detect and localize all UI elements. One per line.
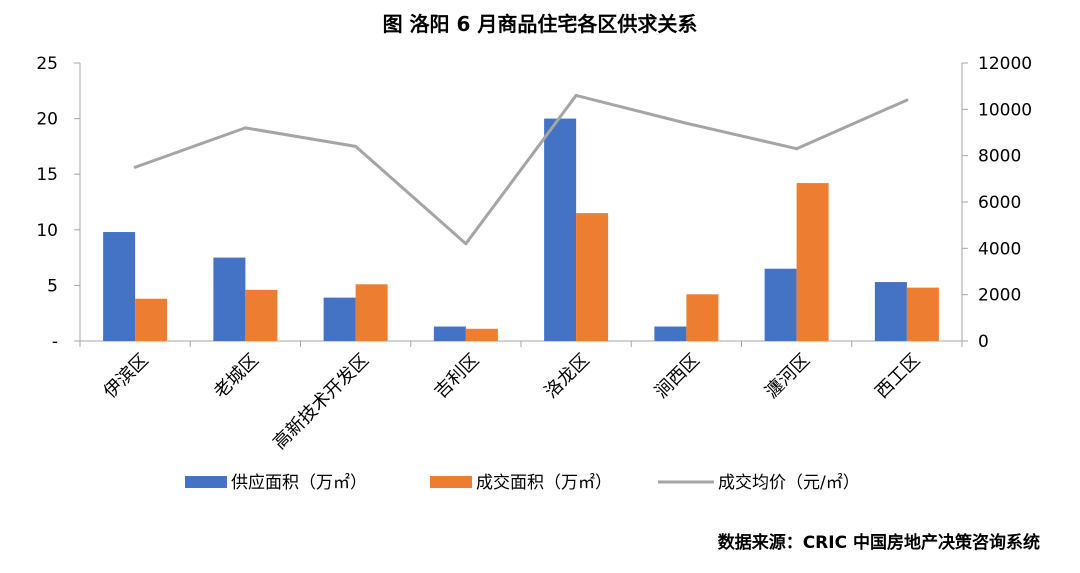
price-line-path [134, 93, 908, 246]
legend: 供应面积（万㎡） 成交面积（万㎡） 成交均价（元/㎡） [185, 473, 860, 493]
category-label: 涧西区 [651, 350, 704, 403]
price-line [133, 93, 909, 246]
bar-supply [654, 326, 687, 341]
left-tick-label: 15 [36, 165, 58, 185]
bar-supply [213, 257, 246, 341]
legend-label: 成交均价（元/㎡） [718, 473, 860, 493]
bar-sold [796, 183, 829, 341]
category-label: 吉利区 [430, 350, 483, 403]
bar-supply [544, 118, 577, 341]
source-note: 数据来源：CRIC 中国房地产决策咨询系统 [717, 533, 1040, 553]
legend-swatch [185, 476, 227, 488]
price-point [905, 98, 909, 102]
left-tick-label: - [52, 332, 58, 352]
left-axis-ticks: - 5 10 15 20 25 [36, 54, 80, 352]
price-point [243, 126, 247, 130]
bar-sold [906, 287, 939, 341]
right-tick-label: 2000 [978, 286, 1021, 306]
category-labels: 伊滨区 老城区 高新技术开发区 吉利区 洛龙区 涧西区 瀍河区 西工区 [100, 350, 925, 454]
category-label: 瀍河区 [761, 350, 814, 403]
category-label: 伊滨区 [100, 350, 153, 403]
bar-supply [323, 297, 356, 341]
price-point [684, 121, 688, 125]
right-tick-label: 4000 [978, 239, 1021, 259]
bar-sold [686, 294, 719, 341]
category-label: 洛龙区 [541, 350, 594, 403]
bar-sold [135, 298, 168, 341]
axes [79, 63, 963, 347]
bar-supply [103, 232, 136, 341]
right-tick-label: 12000 [978, 54, 1032, 74]
bars [103, 118, 939, 341]
legend-label: 供应面积（万㎡） [231, 473, 367, 493]
bar-supply [433, 326, 466, 341]
price-point [574, 93, 578, 97]
left-tick-label: 10 [36, 221, 58, 241]
chart-title: 图 洛阳 6 月商品住宅各区供求关系 [382, 12, 698, 36]
legend-label: 成交面积（万㎡） [476, 473, 612, 493]
left-tick-label: 5 [47, 276, 58, 296]
category-label: 西工区 [871, 350, 924, 403]
right-axis-ticks: 0 2000 4000 6000 8000 10000 12000 [962, 54, 1032, 352]
bar-sold [576, 213, 609, 341]
bar-supply [874, 282, 907, 341]
right-tick-label: 0 [978, 332, 989, 352]
price-point [133, 165, 137, 169]
category-label: 高新技术开发区 [269, 350, 373, 454]
bar-sold [465, 328, 498, 341]
bar-supply [764, 268, 797, 341]
legend-swatch [430, 476, 472, 488]
bar-sold [245, 289, 278, 341]
category-label: 老城区 [210, 350, 263, 403]
price-point [464, 242, 468, 246]
price-point [354, 144, 358, 148]
left-tick-label: 25 [36, 54, 58, 74]
right-tick-label: 8000 [978, 147, 1021, 167]
price-point [795, 147, 799, 151]
right-tick-label: 6000 [978, 193, 1021, 213]
left-tick-label: 20 [36, 110, 58, 130]
bar-sold [355, 284, 388, 341]
right-tick-label: 10000 [978, 100, 1032, 120]
